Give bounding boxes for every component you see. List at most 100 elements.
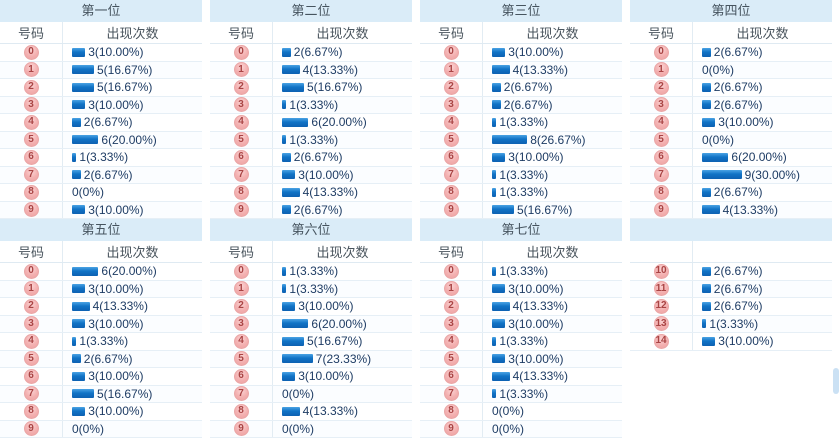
number-cell: 8 — [630, 184, 692, 201]
frequency-bar — [282, 266, 287, 276]
number-cell: 0 — [0, 263, 62, 280]
frequency-bar — [72, 319, 86, 329]
number-cell: 6 — [210, 149, 272, 166]
table-row: 1 5(16.67%) — [0, 61, 202, 79]
count-cell: 4(13.33%) — [62, 298, 202, 315]
count-label: 3(10.00%) — [508, 281, 564, 296]
position-table-6: 第六位 号码 出现次数 0 1(3.33%) 1 1(3.33%) 2 3(10.00%) 3 6(… — [210, 219, 412, 438]
table-row: 7 1(3.33%) — [420, 385, 622, 403]
frequency-bar — [492, 266, 497, 276]
count-cell: 3(10.00%) — [62, 315, 202, 332]
count-label: 1(3.33%) — [79, 334, 129, 349]
count-cell: 9(30.00%) — [692, 166, 832, 183]
count-cell: 3(10.00%) — [482, 44, 622, 61]
count-label: 2(6.67%) — [293, 202, 343, 217]
table-row: 6 2(6.67%) — [210, 149, 412, 167]
number-badge: 1 — [233, 62, 249, 78]
frequency-bar — [702, 284, 711, 294]
frequency-bar — [702, 266, 711, 276]
number-badge: 8 — [233, 184, 249, 200]
count-label: 4(13.33%) — [512, 369, 568, 384]
count-label: 2(6.67%) — [713, 281, 763, 296]
frequency-bar — [492, 354, 506, 364]
scrollbar-thumb[interactable] — [833, 368, 839, 394]
number-cell: 5 — [210, 132, 272, 149]
count-cell: 3(10.00%) — [62, 44, 202, 61]
frequency-bar — [702, 152, 729, 162]
number-badge: 9 — [23, 202, 39, 218]
number-badge: 9 — [443, 421, 459, 437]
count-cell: 0(0%) — [62, 184, 202, 201]
count-cell: 0(0%) — [482, 403, 622, 420]
number-cell: 9 — [0, 202, 62, 219]
frequency-bar — [492, 135, 528, 145]
count-cell: 3(10.00%) — [692, 114, 832, 131]
number-badge: 7 — [443, 386, 459, 402]
frequency-bar — [492, 336, 497, 346]
table-row: 8 4(13.33%) — [210, 403, 412, 421]
frequency-bar — [72, 266, 99, 276]
count-cell: 2(6.67%) — [272, 201, 412, 218]
count-cell: 1(3.33%) — [482, 184, 622, 201]
count-cell: 1(3.33%) — [482, 333, 622, 350]
count-label: 4(13.33%) — [302, 62, 358, 77]
frequency-bar — [282, 47, 291, 57]
number-cell: 9 — [420, 202, 482, 219]
column-header-row: 号码 出现次数 — [0, 241, 202, 263]
frequency-bar — [72, 47, 86, 57]
table-row: 4 5(16.67%) — [210, 333, 412, 351]
number-badge: 5 — [233, 132, 249, 148]
col-header-number: 号码 — [647, 26, 674, 41]
number-cell: 1 — [0, 62, 62, 79]
number-cell: 7 — [630, 167, 692, 184]
number-badge: 3 — [443, 316, 459, 332]
number-cell: 0 — [630, 44, 692, 61]
number-badge: 6 — [443, 149, 459, 165]
count-cell: 3(10.00%) — [62, 201, 202, 218]
number-cell: 7 — [0, 167, 62, 184]
frequency-bar — [702, 301, 711, 311]
number-cell: 8 — [420, 184, 482, 201]
number-badge: 5 — [653, 132, 669, 148]
number-badge: 9 — [233, 202, 249, 218]
col-header-count: 出现次数 — [62, 241, 202, 262]
table-row: 8 0(0%) — [420, 403, 622, 421]
count-label: 5(16.67%) — [307, 334, 363, 349]
number-cell: 5 — [210, 351, 272, 368]
frequency-bar — [702, 170, 742, 180]
table-row: 6 1(3.33%) — [0, 149, 202, 167]
table-row: 7 9(30.00%) — [630, 166, 832, 184]
count-cell: 0(0%) — [62, 420, 202, 437]
count-cell: 3(10.00%) — [62, 280, 202, 297]
number-cell: 0 — [420, 263, 482, 280]
count-cell: 2(6.67%) — [692, 44, 832, 61]
col-header-number: 号码 — [17, 245, 44, 260]
position-table-5: 第五位 号码 出现次数 0 6(20.00%) 1 3(10.00%) 2 4(13.33%) 3… — [0, 219, 202, 438]
table-row: 5 8(26.67%) — [420, 131, 622, 149]
section-title: 第四位 — [630, 0, 832, 22]
count-label: 4(13.33%) — [722, 202, 778, 217]
frequency-bar — [72, 135, 99, 145]
number-badge: 7 — [23, 386, 39, 402]
number-badge: 6 — [23, 149, 39, 165]
vertical-scrollbar[interactable] — [832, 0, 840, 438]
number-badge: 6 — [653, 149, 669, 165]
frequency-bar — [702, 205, 720, 215]
table-row: 2 5(16.67%) — [0, 79, 202, 97]
count-label: 2(6.67%) — [713, 264, 763, 279]
number-cell: 4 — [420, 114, 482, 131]
table-row: 10 2(6.67%) — [630, 263, 832, 281]
number-badge: 1 — [23, 281, 39, 297]
table-row: 11 2(6.67%) — [630, 280, 832, 298]
count-label: 2(6.67%) — [83, 167, 133, 182]
frequency-bar — [282, 406, 300, 416]
number-badge: 6 — [23, 368, 39, 384]
number-badge: 0 — [443, 44, 459, 60]
number-badge: 8 — [23, 184, 39, 200]
number-cell: 6 — [420, 149, 482, 166]
number-badge: 3 — [443, 97, 459, 113]
count-label: 7(23.33%) — [315, 351, 372, 366]
count-label: 1(3.33%) — [289, 97, 339, 112]
count-label: 0(0%) — [702, 62, 735, 77]
count-cell: 2(6.67%) — [62, 166, 202, 183]
